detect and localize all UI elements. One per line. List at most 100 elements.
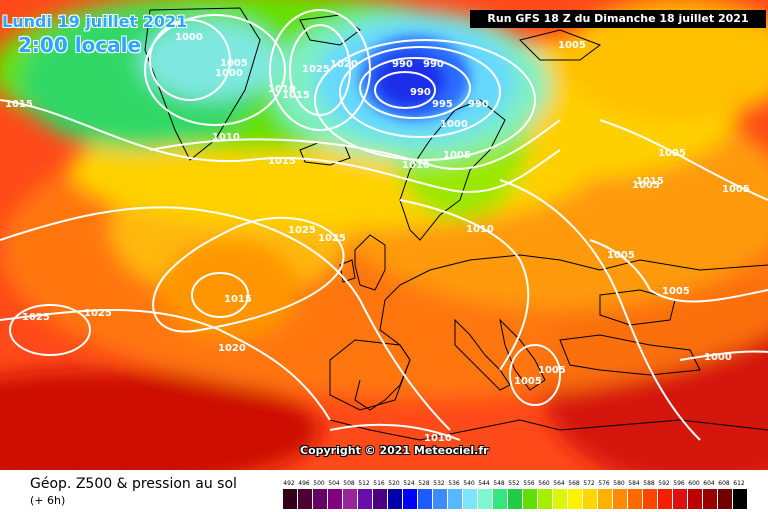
- isobar-label: 1000: [175, 32, 203, 43]
- scale-label: 604: [703, 480, 715, 487]
- scale-label: 520: [388, 480, 400, 487]
- scale-label: 588: [643, 480, 655, 487]
- scale-swatch: [553, 489, 567, 509]
- scale-label: 608: [718, 480, 730, 487]
- isobar-low-990-inner: [374, 71, 436, 109]
- isobar-label: 1015: [224, 294, 252, 305]
- isobar-label: 1005: [558, 40, 586, 51]
- isobar-atlantic-1025-ring: [9, 304, 91, 356]
- isobar-label: 1005: [607, 250, 635, 261]
- isobar-label: 1000: [215, 68, 243, 79]
- isobar-arctic-1025: [289, 24, 351, 116]
- forecast-date: Lundi 19 juillet 2021: [2, 12, 188, 31]
- legend-subtitle: (+ 6h): [30, 494, 66, 507]
- run-info-banner: Run GFS 18 Z du Dimanche 18 juillet 2021: [470, 10, 766, 28]
- scale-swatch: [718, 489, 732, 509]
- scale-label: 568: [568, 480, 580, 487]
- scale-swatch: [328, 489, 342, 509]
- scale-label: 580: [613, 480, 625, 487]
- scale-swatch: [568, 489, 582, 509]
- isobar-high-1015: [191, 272, 249, 318]
- low-label: 990: [392, 59, 413, 70]
- isobar-low-995: [359, 57, 471, 119]
- isobar-label: 1010: [466, 224, 494, 235]
- isobar-label: 1015: [636, 176, 664, 187]
- isobar-label: 1010: [268, 84, 296, 95]
- scale-label: 492: [283, 480, 295, 487]
- isobar-label: 1025: [318, 233, 346, 244]
- isobar-1010-europe: [499, 179, 701, 441]
- scale-swatch: [418, 489, 432, 509]
- scale-swatch: [673, 489, 687, 509]
- scale-label: 596: [673, 480, 685, 487]
- scale-swatch: [688, 489, 702, 509]
- isobar-arctic-1020: [269, 9, 371, 131]
- scale-label: 524: [403, 480, 415, 487]
- isobar-label: 1000: [440, 119, 468, 130]
- scale-swatch: [643, 489, 657, 509]
- scale-label: 612: [733, 480, 745, 487]
- low-label: 990: [423, 59, 444, 70]
- scale-label: 536: [448, 480, 460, 487]
- scale-swatch: [373, 489, 387, 509]
- scale-label: 512: [358, 480, 370, 487]
- isobar-label: 1025: [288, 225, 316, 236]
- scale-swatch: [283, 489, 297, 509]
- scale-label: 528: [418, 480, 430, 487]
- isobar-label: 1005: [632, 180, 660, 191]
- isobar-1020-ridge: [152, 216, 345, 333]
- legend-title: Géop. Z500 & pression au sol: [30, 476, 237, 492]
- scale-swatch: [433, 489, 447, 509]
- isobar-label: 1020: [218, 343, 246, 354]
- isobar-label: 995: [432, 99, 453, 110]
- geopotential-map: 1000 1005 1000 1025 1015 1010 1010 1020 …: [0, 0, 768, 470]
- scale-swatch: [598, 489, 612, 509]
- scale-swatch: [613, 489, 627, 509]
- isobar-label: 1010: [402, 160, 430, 171]
- scale-label: 504: [328, 480, 340, 487]
- scale-swatch: [403, 489, 417, 509]
- forecast-time: 2:00 locale: [18, 33, 142, 57]
- isobar-label: 1005: [722, 184, 750, 195]
- isobar-label: 1025: [22, 312, 50, 323]
- isobar-label: 1005: [538, 365, 566, 376]
- isobar-label: 1015: [282, 90, 310, 101]
- isobar-label: 1010: [212, 132, 240, 143]
- isobar-label: 1025: [84, 308, 112, 319]
- scale-swatch: [538, 489, 552, 509]
- scale-label: 540: [463, 480, 475, 487]
- scale-label: 552: [508, 480, 520, 487]
- scale-swatch: [388, 489, 402, 509]
- isobar-italy-1005: [509, 344, 561, 406]
- scale-swatch: [448, 489, 462, 509]
- scale-label: 516: [373, 480, 385, 487]
- isobar-label: 990: [468, 99, 489, 110]
- scale-label: 576: [598, 480, 610, 487]
- copyright-text: Copyright © 2021 Meteociel.fr: [300, 444, 489, 457]
- isobar-1010-north: [149, 119, 561, 170]
- scale-swatch: [313, 489, 327, 509]
- isobar-label: 1005: [658, 148, 686, 159]
- scale-swatch: [508, 489, 522, 509]
- isobar-label: 1005: [662, 286, 690, 297]
- isobar-label: 1025: [302, 64, 330, 75]
- scale-swatch: [658, 489, 672, 509]
- scale-label: 560: [538, 480, 550, 487]
- cyan-greenland: [140, 20, 280, 100]
- scale-label: 584: [628, 480, 640, 487]
- scale-swatch: [628, 489, 642, 509]
- scale-label: 500: [313, 480, 325, 487]
- scale-label: 564: [553, 480, 565, 487]
- scale-swatch: [478, 489, 492, 509]
- scale-label: 544: [478, 480, 490, 487]
- low-label: 990: [410, 87, 431, 98]
- scale-swatch: [298, 489, 312, 509]
- isobar-1005-east2: [589, 239, 768, 303]
- deep-blue-low: [375, 52, 445, 108]
- scale-swatch: [463, 489, 477, 509]
- yellow-northeast: [560, 0, 768, 120]
- isobar-1010-south: [329, 423, 461, 441]
- scale-label: 532: [433, 480, 445, 487]
- coastlines: [144, 7, 768, 441]
